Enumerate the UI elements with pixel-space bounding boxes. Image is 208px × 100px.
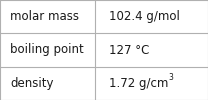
Text: 1.72 g/cm: 1.72 g/cm: [109, 77, 168, 90]
Text: density: density: [10, 77, 54, 90]
Text: 3: 3: [168, 73, 173, 82]
Text: 127 °C: 127 °C: [109, 44, 150, 56]
Text: 102.4 g/mol: 102.4 g/mol: [109, 10, 180, 23]
Text: boiling point: boiling point: [10, 44, 84, 56]
Text: molar mass: molar mass: [10, 10, 79, 23]
